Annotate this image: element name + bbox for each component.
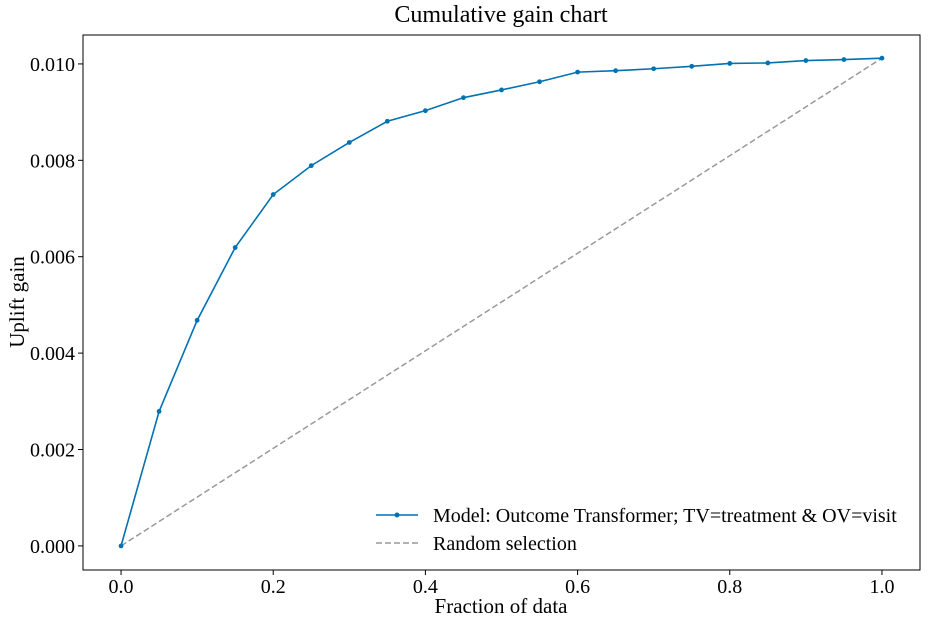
model-data-point xyxy=(689,63,695,69)
x-axis-title: Fraction of data xyxy=(435,594,569,618)
y-tick-label: 0.010 xyxy=(30,54,75,76)
y-tick-label: 0.004 xyxy=(30,343,75,365)
legend-label-random: Random selection xyxy=(433,533,577,555)
model-data-point xyxy=(575,69,580,75)
model-data-point xyxy=(765,60,771,66)
model-data-point xyxy=(461,95,466,101)
model-data-point xyxy=(841,57,847,62)
random-selection-line xyxy=(120,57,883,547)
model-data-point xyxy=(270,192,276,197)
y-axis-ticks: 0.000 0.002 0.004 0.006 0.008 0.010 xyxy=(30,54,83,558)
chart-title: Cumulative gain chart xyxy=(394,2,608,28)
model-data-point xyxy=(879,55,885,61)
model-data-point xyxy=(118,543,124,549)
model-data-point xyxy=(423,108,428,114)
model-data-point xyxy=(499,87,504,93)
legend-label-model: Model: Outcome Transformer; TV=treatment… xyxy=(433,505,897,527)
plot-frame xyxy=(82,34,921,571)
model-data-point xyxy=(346,140,352,145)
x-tick-label: 0.6 xyxy=(565,576,590,598)
model-data-point xyxy=(308,163,314,169)
model-data-point xyxy=(727,61,733,66)
legend-entry-model: Model: Outcome Transformer; TV=treatment… xyxy=(376,505,897,527)
y-tick-label: 0.002 xyxy=(30,440,75,462)
x-axis-ticks: 0.0 0.2 0.4 0.6 0.8 1.0 xyxy=(109,570,894,598)
y-tick-label: 0.008 xyxy=(30,150,75,172)
model-data-point xyxy=(384,118,390,124)
model-data-point xyxy=(537,79,542,85)
model-data-point xyxy=(156,409,162,414)
legend-entry-random: Random selection xyxy=(376,533,577,555)
model-data-point xyxy=(194,317,200,323)
model-data-point xyxy=(613,68,619,74)
model-data-point xyxy=(803,58,809,63)
x-tick-label: 1.0 xyxy=(869,576,894,598)
y-axis-title: Uplift gain xyxy=(5,256,29,348)
y-tick-label: 0.006 xyxy=(30,247,75,269)
x-tick-label: 0.0 xyxy=(109,576,134,598)
legend: Model: Outcome Transformer; TV=treatment… xyxy=(376,505,897,555)
x-tick-label: 0.8 xyxy=(717,576,742,598)
y-tick-label: 0.000 xyxy=(30,536,75,558)
series-layer xyxy=(118,55,885,549)
x-tick-label: 0.4 xyxy=(413,576,438,598)
legend-marker-model xyxy=(394,512,400,518)
model-data-point xyxy=(651,66,657,72)
model-data-point xyxy=(232,245,238,250)
x-tick-label: 0.2 xyxy=(261,576,286,598)
